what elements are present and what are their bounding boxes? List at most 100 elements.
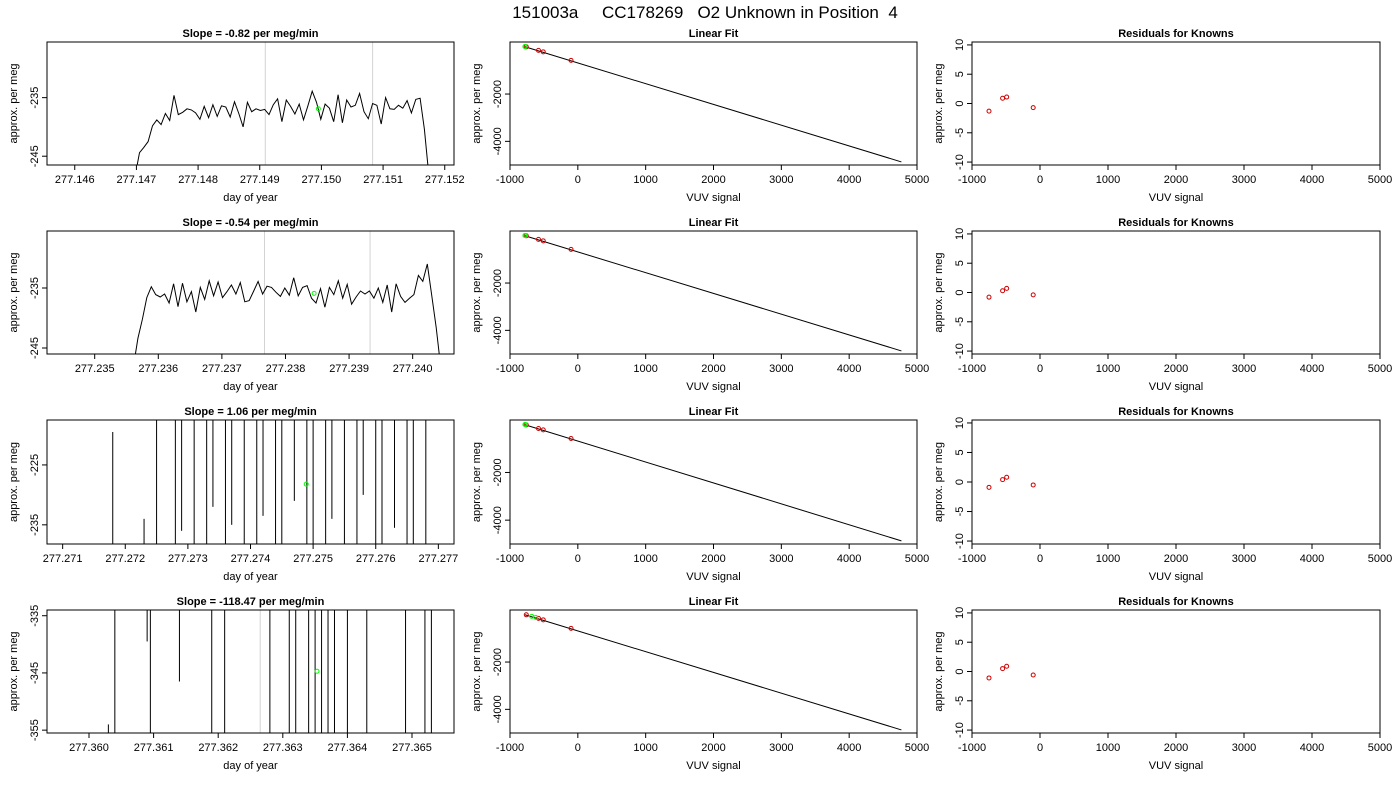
x-tick-label: 277.274	[231, 553, 271, 565]
plot-area	[986, 474, 1036, 490]
plot-area	[136, 42, 429, 165]
plot-frame	[46, 230, 455, 355]
chart-title: Slope = -0.54 per meg/min	[182, 217, 318, 229]
y-tick-label: -4000	[492, 695, 504, 723]
x-tick-label: 3000	[769, 363, 793, 375]
chart-title: Residuals for Knowns	[1118, 217, 1234, 229]
chart-title: Slope = 1.06 per meg/min	[184, 406, 317, 418]
y-tick-label: 10	[954, 607, 966, 619]
chart-panel: -1000 0 1000 2000 3000 4000 5000 -10 -5 0 5 10 Resid…	[933, 217, 1392, 393]
x-axis-label: VUV signal	[686, 192, 740, 204]
plot-area	[107, 610, 432, 733]
x-tick-label: 277.272	[105, 553, 145, 565]
x-tick-label: -1000	[496, 553, 524, 565]
plot-area	[523, 612, 902, 731]
x-tick-label: 277.365	[392, 742, 432, 754]
residual-point	[1000, 95, 1006, 101]
x-tick-label: 1000	[633, 742, 657, 754]
y-tick-label: 10	[954, 417, 966, 429]
highlight-point	[523, 422, 529, 428]
x-tick-label: 277.276	[356, 553, 396, 565]
y-axis-label: approx. per meg	[933, 631, 945, 711]
series-line	[134, 263, 440, 354]
y-tick-label: -10	[954, 533, 966, 549]
x-axis-label: day of year	[223, 760, 278, 772]
known-point	[535, 615, 541, 621]
x-axis-label: VUV signal	[1149, 192, 1203, 204]
y-tick-label: 0	[954, 479, 966, 485]
chart-panel: -1000 0 1000 2000 3000 4000 5000 -10 -5 0 5 10 Resid…	[933, 406, 1392, 583]
x-tick-label: -1000	[958, 553, 986, 565]
residual-point	[1004, 663, 1010, 669]
known-point	[568, 57, 574, 63]
y-axis-label: approx. per meg	[933, 63, 945, 143]
x-tick-label: 0	[1037, 363, 1043, 375]
x-tick-label: 277.235	[75, 363, 115, 375]
x-tick-label: 5000	[1368, 742, 1392, 754]
x-tick-label: 5000	[905, 742, 929, 754]
chart-panel: 277.235 277.236 277.237 277.238 277.239 277.2…	[8, 217, 455, 393]
x-axis-label: VUV signal	[686, 381, 740, 393]
highlight-point	[303, 481, 309, 487]
plot-frame	[46, 609, 455, 734]
chart-title: Residuals for Knowns	[1118, 406, 1234, 418]
y-tick-label: -5	[954, 696, 966, 706]
x-tick-label: 3000	[769, 742, 793, 754]
y-tick-label: -2000	[492, 458, 504, 486]
y-axis-label: approx. per meg	[933, 252, 945, 332]
known-point	[568, 625, 574, 631]
chart-title: Linear Fit	[689, 406, 739, 418]
y-tick-label: -335	[29, 605, 41, 627]
x-tick-label: 0	[575, 553, 581, 565]
chart-panel: -1000 0 1000 2000 3000 4000 5000 -4000 -2000 Line…	[471, 406, 929, 583]
known-point	[535, 47, 541, 53]
y-axis-label: approx. per meg	[471, 631, 483, 711]
y-tick-label: -2000	[492, 80, 504, 108]
plot-area	[522, 232, 902, 352]
x-tick-label: 277.363	[263, 742, 303, 754]
residual-point	[1030, 482, 1036, 488]
chart-panel: -1000 0 1000 2000 3000 4000 5000 -10 -5 0 5 10 Resid…	[933, 28, 1392, 204]
x-tick-label: 277.147	[117, 174, 157, 186]
known-point	[523, 612, 529, 618]
x-tick-label: 5000	[1368, 553, 1392, 565]
residual-point	[1030, 292, 1036, 298]
x-tick-label: 277.148	[178, 174, 218, 186]
plot-frame	[46, 41, 455, 166]
highlight-point	[315, 106, 321, 112]
y-tick-label: -4000	[492, 316, 504, 344]
x-tick-label: 4000	[837, 742, 861, 754]
y-tick-label: -5	[954, 128, 966, 138]
chart-title: Slope = -118.47 per meg/min	[177, 596, 325, 608]
x-axis-label: day of year	[223, 381, 278, 393]
residual-point	[1030, 672, 1036, 678]
x-tick-label: 3000	[1232, 363, 1256, 375]
residual-point	[1004, 94, 1010, 100]
y-tick-label: -235	[29, 514, 41, 536]
y-tick-label: 0	[954, 100, 966, 106]
x-axis-label: VUV signal	[1149, 381, 1203, 393]
plot-frame	[971, 609, 1381, 734]
y-tick-label: 0	[954, 668, 966, 674]
highlight-point	[522, 44, 528, 50]
known-point	[540, 617, 546, 623]
chart-title: Residuals for Knowns	[1118, 596, 1234, 608]
x-tick-label: 2000	[1164, 553, 1188, 565]
y-tick-label: -4000	[492, 127, 504, 155]
x-tick-label: -1000	[958, 363, 986, 375]
plot-frame	[971, 41, 1381, 166]
x-tick-label: 0	[575, 742, 581, 754]
x-tick-label: 4000	[837, 174, 861, 186]
chart-panel: -1000 0 1000 2000 3000 4000 5000 -4000 -2000 Line…	[471, 217, 929, 393]
plot-frame	[971, 419, 1381, 545]
x-tick-label: 277.236	[138, 363, 178, 375]
x-tick-label: 2000	[1164, 363, 1188, 375]
y-tick-label: 10	[954, 39, 966, 51]
x-tick-label: 2000	[1164, 742, 1188, 754]
x-tick-label: 1000	[633, 363, 657, 375]
x-tick-label: 277.271	[43, 553, 83, 565]
y-tick-label: 0	[954, 289, 966, 295]
x-tick-label: -1000	[496, 742, 524, 754]
chart-panel: 277.271 277.272 277.273 277.274 277.275 277.2…	[8, 406, 458, 583]
